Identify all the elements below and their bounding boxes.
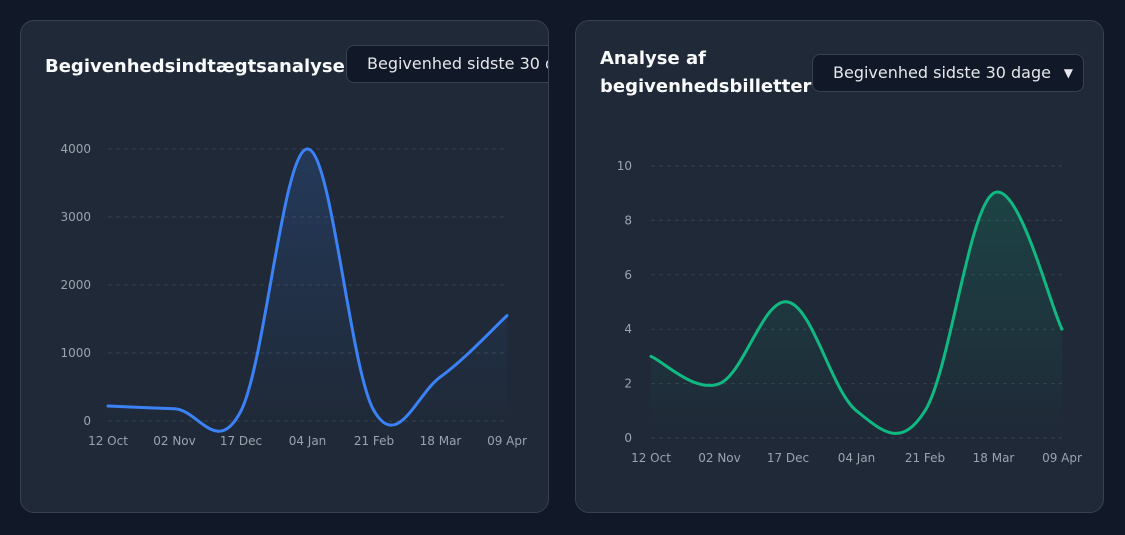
x-tick-label: 18 Mar [420,434,462,448]
x-tick-label: 17 Dec [767,451,809,465]
y-tick-label: 3000 [60,210,91,224]
revenue-period-select[interactable]: Begivenhed sidste 30 dage [346,45,548,83]
x-tick-label: 02 Nov [698,451,741,465]
x-tick-label: 12 Oct [631,451,671,465]
x-tick-label: 17 Dec [220,434,262,448]
x-tick-label: 04 Jan [289,434,327,448]
series-area [108,149,507,432]
tickets-period-select-value: Begivenhed sidste 30 dage [833,63,1051,82]
x-tick-label: 09 Apr [487,434,527,448]
x-tick-label: 09 Apr [1042,451,1082,465]
y-tick-label: 0 [624,431,632,445]
revenue-chart-card: Begivenhedsindtægtsanalyse Begivenhed si… [20,20,549,513]
revenue-chart: 0 1000 2000 3000 4000 12 Oct 02 Nov 17 Dec 04 Ja… [60,142,527,448]
y-tick-label: 4000 [60,142,91,156]
tickets-chart: 0 2 4 6 8 10 12 Oct 02 Nov 17 Dec 04 Jan 21 Feb 18 … [617,159,1082,465]
series-line [106,147,509,433]
tickets-chart-card: Analyse af begivenhedsbilletter Begivenh… [575,20,1104,513]
y-tick-label: 4 [624,322,632,336]
y-tick-label: 8 [624,213,632,227]
chevron-down-icon: ▼ [1063,66,1073,80]
revenue-period-select-value: Begivenhed sidste 30 dage [367,54,548,73]
tickets-period-select[interactable]: Begivenhed sidste 30 dage ▼ [812,54,1084,92]
y-tick-label: 10 [617,159,632,173]
revenue-chart-title: Begivenhedsindtægtsanalyse [45,56,345,77]
x-tick-label: 04 Jan [838,451,876,465]
x-tick-label: 12 Oct [88,434,128,448]
series-line [649,190,1064,435]
y-tick-label: 6 [624,268,632,282]
y-tick-label: 2 [624,377,632,391]
x-tick-label: 21 Feb [354,434,394,448]
tickets-chart-title: Analyse af begivenhedsbilletter [600,48,812,97]
x-tick-label: 02 Nov [153,434,196,448]
x-tick-label: 18 Mar [973,451,1015,465]
y-tick-label: 1000 [60,346,91,360]
y-tick-label: 0 [83,414,91,428]
y-tick-label: 2000 [60,278,91,292]
series-area [651,192,1062,438]
x-tick-label: 21 Feb [905,451,945,465]
